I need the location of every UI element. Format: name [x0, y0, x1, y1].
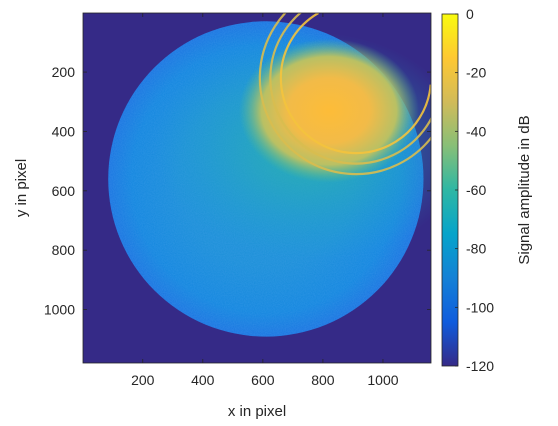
y-tick-label: 1000: [44, 302, 75, 318]
y-tick-label: 200: [52, 64, 76, 80]
colorbar-label: Signal amplitude in dB: [516, 115, 533, 264]
ring-arcs: [258, 13, 431, 176]
ring-arc: [258, 13, 431, 176]
ring-arc: [279, 13, 431, 155]
y-tick-label: 600: [52, 183, 76, 199]
x-tick-label: 1000: [367, 372, 398, 388]
x-tick-label: 600: [251, 372, 275, 388]
x-tick-label: 400: [191, 372, 215, 388]
x-axis-label: x in pixel: [228, 403, 286, 420]
y-axis-ticks: 200 400 600 800 1000: [44, 64, 431, 318]
ring-arc: [269, 13, 431, 165]
colorbar: 0 -20 -40 -60 -80 -100 -120: [441, 6, 494, 374]
colorbar-tick-label: -20: [466, 65, 486, 81]
colorbar-tick-label: -100: [466, 299, 494, 315]
colorbar-tick-label: -120: [466, 358, 494, 374]
y-axis-label: y in pixel: [13, 159, 30, 217]
colorbar-tick-label: -60: [466, 182, 486, 198]
plot-frame: [82, 12, 432, 364]
x-tick-label: 200: [131, 372, 155, 388]
colorbar-ticks: 0 -20 -40 -60 -80 -100 -120: [455, 6, 494, 374]
y-tick-label: 400: [52, 123, 76, 139]
x-axis-ticks: 200 400 600 800 1000: [131, 13, 399, 388]
colorbar-tick-label: -40: [466, 123, 486, 139]
bright-signal-region: [238, 38, 419, 183]
x-tick-label: 800: [311, 372, 335, 388]
colorbar-tick-label: -80: [466, 241, 486, 257]
colorbar-tick-label: 0: [466, 6, 474, 22]
y-tick-label: 800: [52, 242, 76, 258]
heatmap-plot-area: [82, 12, 432, 364]
